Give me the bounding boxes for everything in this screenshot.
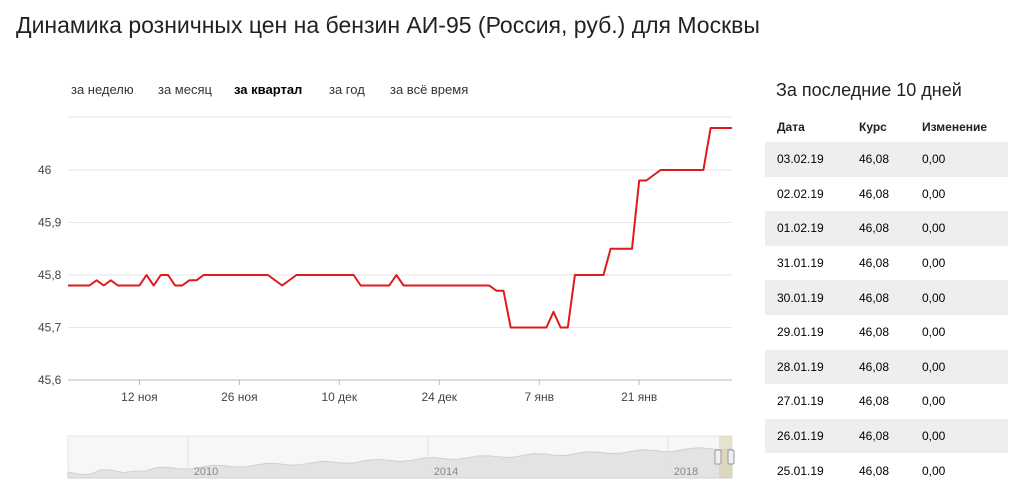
price-chart: 45,6 45,7 45,8 45,9 46 12 ноя 26 ноя 10 дек 24 … [38, 116, 735, 479]
price-series [68, 127, 732, 329]
date-cell: 31.01.19 [777, 256, 824, 271]
navigator-left-handle[interactable] [714, 449, 722, 465]
table-row: 03.02.19 46,08 0,00 [765, 142, 1008, 177]
change-cell: 0,00 [922, 221, 946, 236]
table-row: 30.01.19 46,08 0,00 [765, 280, 1008, 315]
navigator-label: 2018 [674, 466, 698, 478]
change-cell: 0,00 [922, 394, 946, 409]
rate-cell: 46,08 [859, 429, 890, 444]
rate-cell: 46,08 [859, 256, 890, 271]
change-cell: 0,00 [922, 290, 946, 305]
table-row: 02.02.19 46,08 0,00 [765, 177, 1008, 212]
x-tick-label: 21 янв [621, 390, 657, 404]
period-month-tab[interactable]: за месяц [158, 82, 212, 97]
table-body: 03.02.19 46,08 0,00 02.02.19 46,08 0,00 01.02.… [765, 142, 1008, 488]
chart-grid [68, 116, 732, 381]
rate-cell: 46,08 [859, 221, 890, 236]
period-all-time-tab[interactable]: за всё время [390, 82, 469, 97]
navigator-label: 2010 [194, 466, 218, 478]
table-row: 01.02.19 46,08 0,00 [765, 211, 1008, 246]
price-line [68, 127, 732, 329]
y-tick-label: 45,6 [38, 373, 62, 387]
date-cell: 03.02.19 [777, 152, 824, 167]
x-tick-label: 12 ноя [121, 390, 157, 404]
change-cell: 0,00 [922, 186, 946, 201]
table-row: 25.01.19 46,08 0,00 [765, 453, 1008, 488]
y-tick-label: 45,7 [38, 321, 62, 335]
change-cell: 0,00 [922, 256, 946, 271]
date-cell: 26.01.19 [777, 429, 824, 444]
last-days-table: Дата Курс Изменение 03.02.19 46,08 0,00 02.… [765, 112, 1008, 488]
table-row: 29.01.19 46,08 0,00 [765, 315, 1008, 350]
rate-cell: 46,08 [859, 463, 890, 478]
navigator-selection[interactable] [719, 436, 732, 478]
date-cell: 30.01.19 [777, 290, 824, 305]
change-cell: 0,00 [922, 325, 946, 340]
last-days-title: За последние 10 дней [776, 80, 962, 100]
table-row: 26.01.19 46,08 0,00 [765, 418, 1008, 454]
y-axis: 45,6 45,7 45,8 45,9 46 [38, 163, 62, 387]
navigator-label: 2014 [434, 466, 458, 478]
rate-cell: 46,08 [859, 359, 890, 374]
period-quarter-tab[interactable]: за квартал [234, 82, 303, 97]
table-header: Дата Курс Изменение [765, 112, 1008, 142]
x-tick-label: 24 дек [421, 390, 457, 404]
rate-cell: 46,08 [859, 325, 890, 340]
range-navigator[interactable]: 2010 2014 2018 [67, 435, 735, 479]
y-tick-label: 46 [38, 163, 52, 177]
y-tick-label: 45,9 [38, 216, 62, 230]
change-cell: 0,00 [922, 429, 946, 444]
period-year-tab[interactable]: за год [329, 82, 365, 97]
x-axis: 12 ноя 26 ноя 10 дек 24 дек 7 янв 21 янв [121, 380, 657, 404]
rate-cell: 46,08 [859, 290, 890, 305]
navigator-right-handle[interactable] [727, 449, 735, 465]
change-cell: 0,00 [922, 152, 946, 167]
rate-cell: 46,08 [859, 394, 890, 409]
x-tick-label: 26 ноя [221, 390, 257, 404]
table-row: 28.01.19 46,08 0,00 [765, 349, 1008, 385]
x-tick-label: 7 янв [524, 390, 554, 404]
rate-cell: 46,08 [859, 152, 890, 167]
change-cell: 0,00 [922, 463, 946, 478]
header-change: Изменение [922, 120, 988, 134]
date-cell: 29.01.19 [777, 325, 824, 340]
y-tick-label: 45,8 [38, 268, 62, 282]
navigator-area [67, 447, 733, 479]
header-date: Дата [777, 120, 805, 134]
change-cell: 0,00 [922, 359, 946, 374]
date-cell: 01.02.19 [777, 221, 824, 236]
period-week-tab[interactable]: за неделю [71, 82, 134, 97]
date-cell: 02.02.19 [777, 186, 824, 201]
x-tick-label: 10 дек [322, 390, 358, 404]
date-cell: 27.01.19 [777, 394, 824, 409]
rate-cell: 46,08 [859, 186, 890, 201]
date-cell: 28.01.19 [777, 359, 824, 374]
table-row: 31.01.19 46,08 0,00 [765, 246, 1008, 281]
page-title: Динамика розничных цен на бензин АИ-95 (… [16, 12, 760, 38]
date-cell: 25.01.19 [777, 463, 824, 478]
header-rate: Курс [859, 120, 887, 134]
table-row: 27.01.19 46,08 0,00 [765, 384, 1008, 419]
